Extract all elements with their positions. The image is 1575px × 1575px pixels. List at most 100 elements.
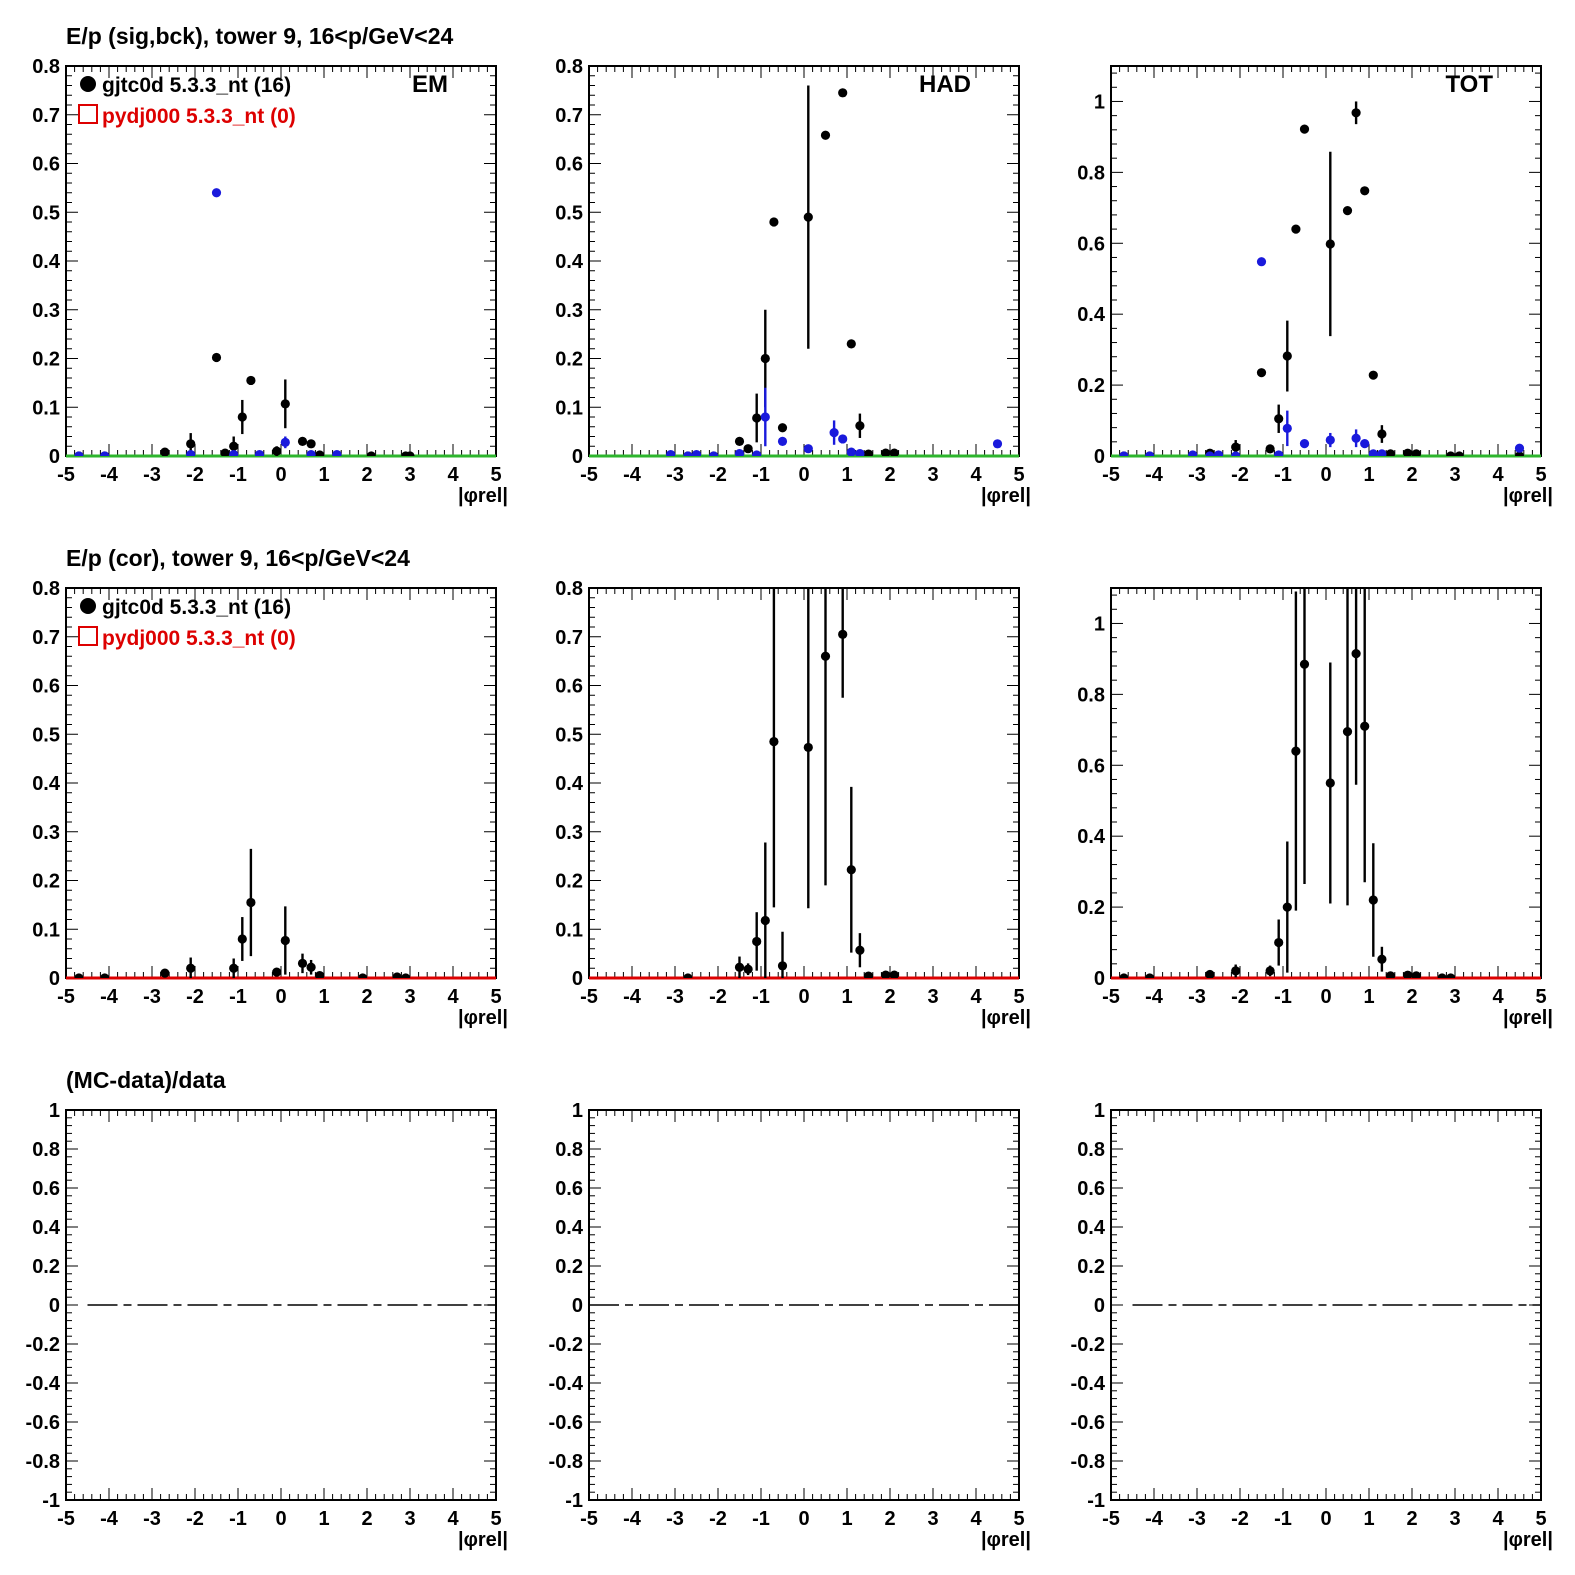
y-tick-label: 0.4 (32, 251, 61, 273)
x-tick-label: 2 (361, 1508, 372, 1530)
y-tick-label: 0.6 (1077, 233, 1105, 255)
data-point (855, 945, 865, 955)
x-tick-label: -3 (666, 1508, 684, 1530)
background-point (855, 448, 865, 456)
x-tick-label: -4 (623, 1508, 642, 1530)
data-point (769, 736, 779, 747)
data-point (1265, 966, 1275, 976)
data-point (734, 436, 745, 446)
data-point (881, 970, 891, 978)
panel-r0c1: -5 -4 -3 -2 -1 0 1 2 3 4 5 0 0.1 0.2 0.3 0.4 0.5 0.6 0.7 0.… (555, 56, 1031, 507)
x-tick-label: -5 (1102, 1508, 1120, 1530)
data-point (760, 915, 770, 926)
data-point (1351, 648, 1361, 659)
x-tick-label: -4 (100, 1508, 119, 1530)
legend-label-data: gjtc0d 5.3.3_nt (16) (102, 74, 291, 97)
row-title-top: E/p (sig,bck), tower 9, 16<p/GeV<24 (66, 23, 454, 49)
data-point (306, 962, 316, 972)
data-point (401, 973, 411, 978)
x-tick-label: -5 (580, 1508, 598, 1530)
x-tick-label: 5 (490, 986, 501, 1008)
data-point (734, 962, 745, 972)
x-tick-label: 5 (490, 464, 501, 486)
y-tick-label: 0.7 (32, 627, 60, 649)
x-tick-label: 2 (884, 464, 895, 486)
y-tick-label: 0 (1094, 1295, 1105, 1317)
plot-body (683, 588, 899, 978)
x-tick-label: 3 (404, 986, 415, 1008)
legend-label-mc: pydj000 5.3.3_nt (0) (102, 105, 296, 128)
background-point (1213, 450, 1224, 456)
y-tick-label: 0 (49, 446, 60, 468)
data-point (1403, 970, 1413, 978)
background-point (1145, 451, 1155, 456)
x-tick-label: 4 (447, 1508, 459, 1530)
x-tick-label: -5 (57, 1508, 75, 1530)
data-point (820, 651, 831, 661)
data-point (1446, 451, 1456, 456)
panel-label: EM (412, 71, 448, 98)
data-point (366, 451, 376, 456)
y-tick-label: 0.7 (555, 105, 583, 127)
background-point (777, 436, 788, 446)
x-tick-label: 1 (841, 986, 852, 1008)
x-tick-label: 5 (1013, 986, 1024, 1008)
plot-body (1119, 101, 1525, 456)
x-tick-label: 3 (404, 464, 415, 486)
data-point (1119, 973, 1129, 978)
x-tick-label: -3 (1188, 986, 1206, 1008)
y-tick-label: -0.4 (26, 1373, 61, 1395)
data-point (1411, 449, 1421, 456)
y-tick-label: 0.5 (555, 724, 583, 746)
data-point (838, 629, 848, 639)
data-point (1411, 971, 1421, 978)
data-point (74, 973, 84, 978)
data-point (881, 448, 891, 456)
y-tick-label: 0.3 (555, 822, 583, 844)
data-point (846, 865, 856, 875)
x-tick-label: 3 (1449, 464, 1460, 486)
y-tick-label: 0.6 (32, 154, 60, 176)
data-point (838, 88, 848, 98)
x-tick-label: 2 (884, 1508, 895, 1530)
y-tick-label: 0.6 (32, 1178, 60, 1200)
data-point (1205, 969, 1215, 978)
data-point (777, 961, 788, 971)
panel-r2c0: -5 -4 -3 -2 -1 0 1 2 3 4 5 -1 -0.8 -0.6 -0.4 -0.2 0 0.2 0.… (26, 1100, 508, 1551)
x-tick-label: 3 (404, 1508, 415, 1530)
y-tick-label: 0.8 (555, 1139, 583, 1161)
data-point (272, 967, 282, 977)
y-tick-label: 0.1 (555, 919, 583, 941)
y-tick-label: 0.4 (555, 1217, 584, 1239)
data-point (211, 352, 222, 363)
data-point (855, 421, 865, 431)
y-tick-label: 0.6 (1077, 755, 1105, 777)
background-point (1351, 433, 1361, 443)
y-tick-label: 0.2 (1077, 1256, 1105, 1278)
x-tick-label: 1 (1363, 1508, 1374, 1530)
x-tick-label: 1 (1363, 986, 1374, 1008)
data-point (820, 130, 831, 140)
x-tick-label: -3 (1188, 1508, 1206, 1530)
background-point (1368, 449, 1378, 456)
background-point (254, 449, 265, 456)
data-point (1385, 449, 1396, 456)
data-point (1291, 746, 1301, 756)
y-tick-label: 0.8 (1077, 684, 1105, 706)
x-tick-label: 4 (970, 464, 982, 486)
y-tick-label: 0.2 (1077, 375, 1105, 397)
background-point (1256, 257, 1267, 267)
row-title-middle: E/p (cor), tower 9, 16<p/GeV<24 (66, 545, 410, 571)
background-point (1231, 451, 1241, 456)
data-point (1256, 368, 1267, 378)
x-tick-label: 2 (884, 986, 895, 1008)
background-point (734, 448, 745, 456)
data-point (280, 935, 290, 946)
y-tick-label: 0 (572, 446, 583, 468)
x-tick-label: 5 (490, 1508, 501, 1530)
data-point (769, 217, 779, 227)
legend-label-mc: pydj000 5.3.3_nt (0) (102, 627, 296, 650)
y-tick-label: 0.3 (32, 300, 60, 322)
x-tick-label: 0 (275, 986, 286, 1008)
